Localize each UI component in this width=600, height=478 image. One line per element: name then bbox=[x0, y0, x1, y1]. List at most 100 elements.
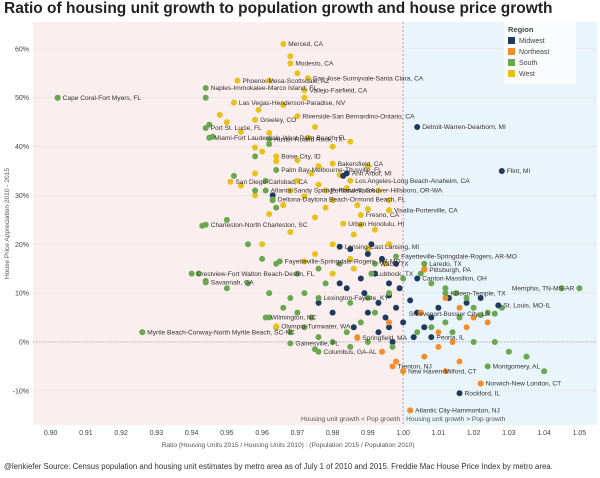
y-tick-label: 60% bbox=[15, 46, 29, 53]
data-point bbox=[435, 329, 442, 336]
data-point bbox=[449, 338, 456, 345]
labeled-data-point bbox=[421, 266, 428, 273]
data-point bbox=[347, 299, 354, 306]
point-label: Phoenix-Mesa-Scottsdale, AZ bbox=[242, 78, 329, 85]
data-point bbox=[421, 353, 428, 360]
labeled-data-point bbox=[202, 221, 209, 228]
point-label: Vallejo-Fairfield, CA bbox=[309, 88, 367, 95]
x-axis-label: Ratio (Housing Units 2015 / Housing Unit… bbox=[162, 442, 415, 449]
source-footer: @lenkiefer Source: Census population and… bbox=[4, 462, 553, 471]
data-point bbox=[470, 338, 477, 345]
data-point bbox=[470, 304, 477, 311]
data-point bbox=[280, 304, 287, 311]
point-label: Shreveport-Bossier City, LA bbox=[409, 311, 490, 318]
labeled-data-point bbox=[389, 363, 396, 370]
point-label: Atlanta-Sandy Springs-Roswell, GA bbox=[271, 188, 376, 195]
data-point bbox=[386, 290, 393, 297]
y-axis-label: House Price Appreciation 2010 - 2015 bbox=[4, 168, 11, 279]
data-point bbox=[329, 338, 336, 345]
data-point bbox=[453, 290, 459, 297]
data-point bbox=[266, 77, 273, 84]
data-point bbox=[266, 129, 273, 136]
point-label: Deltona-Daytona Beach-Ormond Beach, FL bbox=[278, 197, 406, 204]
data-point bbox=[223, 285, 230, 292]
point-label: Riverside-San Bernardino-Ontario, CA bbox=[302, 113, 415, 120]
data-point bbox=[386, 319, 393, 326]
labeled-data-point bbox=[294, 113, 301, 120]
x-tick-label: 0.94 bbox=[185, 430, 199, 437]
data-point bbox=[266, 290, 273, 297]
point-label: Fayetteville-Springdale-Rogers, AR-MO bbox=[285, 259, 401, 266]
labeled-data-point bbox=[343, 170, 350, 177]
labeled-data-point bbox=[329, 160, 336, 167]
legend-swatch bbox=[508, 70, 515, 77]
data-point bbox=[386, 241, 393, 248]
labeled-data-point bbox=[188, 270, 195, 277]
data-point bbox=[484, 309, 491, 316]
data-point bbox=[389, 338, 396, 345]
chart-title: Ratio of housing unit growth to populati… bbox=[4, 0, 553, 17]
point-label: Fayetteville-Springdale-Rogers, AR-MO bbox=[401, 254, 517, 261]
data-point bbox=[223, 119, 230, 126]
data-point bbox=[407, 297, 414, 304]
x-tick-label: 0.90 bbox=[44, 430, 58, 437]
data-point bbox=[294, 309, 301, 316]
point-label: San Jose-Sunnyvale-Santa Clara, CA bbox=[313, 75, 424, 82]
point-label: Atlantic City-Hammonton, NJ bbox=[415, 408, 500, 415]
x-tick-label: 1.04 bbox=[537, 430, 551, 437]
data-point bbox=[442, 294, 449, 301]
data-point bbox=[463, 294, 470, 301]
data-point bbox=[375, 299, 382, 306]
data-point bbox=[223, 216, 230, 223]
labeled-data-point bbox=[266, 136, 273, 143]
data-point bbox=[252, 144, 259, 151]
data-point bbox=[259, 148, 266, 155]
plot-background-right bbox=[403, 22, 597, 425]
data-point bbox=[347, 343, 354, 350]
point-label: Flint, MI bbox=[507, 168, 531, 175]
data-point bbox=[301, 258, 308, 265]
data-point bbox=[417, 270, 424, 277]
point-label: Bakersfield, CA bbox=[338, 161, 384, 168]
data-point bbox=[255, 106, 262, 113]
data-point bbox=[308, 314, 315, 321]
data-point bbox=[350, 265, 357, 272]
data-point bbox=[361, 290, 368, 297]
data-point bbox=[294, 70, 301, 77]
data-point bbox=[294, 157, 301, 164]
data-point bbox=[428, 324, 435, 331]
data-point bbox=[301, 290, 308, 297]
point-label: Modesto, CA bbox=[295, 61, 334, 68]
labeled-data-point bbox=[280, 40, 287, 47]
point-label: Palm Bay-Melbourne-Titusville, FL bbox=[281, 167, 382, 174]
data-point bbox=[364, 294, 371, 301]
y-tick-label: 40% bbox=[15, 144, 29, 151]
data-point bbox=[463, 299, 470, 306]
data-point bbox=[386, 324, 393, 331]
data-point bbox=[329, 143, 336, 150]
labeled-data-point bbox=[442, 290, 449, 297]
labeled-data-point bbox=[269, 196, 276, 203]
data-point bbox=[287, 329, 294, 336]
data-point bbox=[301, 94, 308, 101]
labeled-data-point bbox=[336, 243, 343, 250]
point-label: Memphis, TN-MS-AR bbox=[512, 285, 575, 292]
point-label: Charleston-North Charleston, SC bbox=[211, 222, 308, 229]
point-label: Rockford, IL bbox=[465, 390, 501, 397]
data-point bbox=[280, 102, 287, 109]
labeled-data-point bbox=[315, 348, 322, 355]
point-label: Urban Honolulu, HI bbox=[348, 221, 404, 228]
y-tick-label: 50% bbox=[15, 95, 29, 102]
legend-entry: Midwest bbox=[519, 38, 545, 45]
data-point bbox=[364, 251, 371, 258]
gridlines bbox=[33, 48, 597, 392]
labeled-data-point bbox=[477, 380, 484, 387]
x-axis-ticks: 0.90 0.91 0.92 0.93 0.94 0.95 0.96 0.97 0.98 0.99… bbox=[44, 430, 586, 437]
data-point bbox=[505, 348, 512, 355]
data-point bbox=[322, 280, 329, 287]
data-points bbox=[54, 40, 583, 414]
data-point bbox=[435, 343, 442, 350]
x-tick-label: 0.95 bbox=[220, 430, 234, 437]
data-point bbox=[442, 368, 449, 375]
